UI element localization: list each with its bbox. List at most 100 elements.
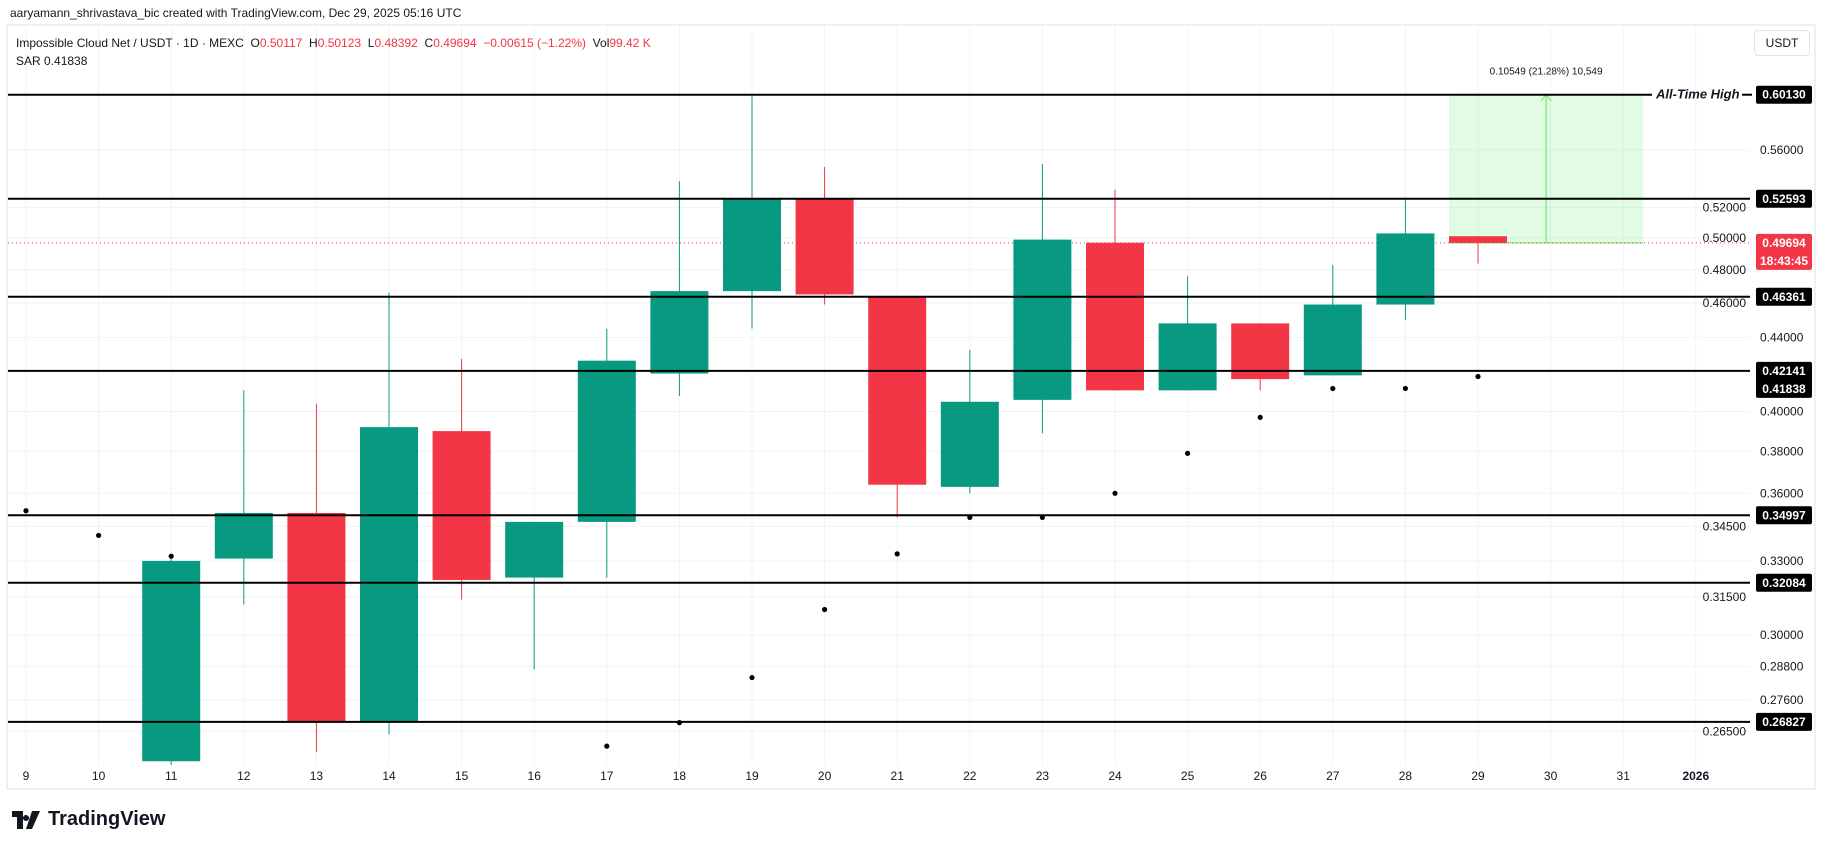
candle-body: [1086, 242, 1144, 391]
open-value: 0.50117: [259, 36, 303, 50]
x-tick-label: 30: [1544, 769, 1558, 783]
level-price-tag: 0.60130: [1762, 88, 1806, 102]
level-price-tag: 0.34997: [1762, 508, 1806, 522]
y-tick-label: 0.33000: [1760, 554, 1804, 568]
y-tick-label: 0.36000: [1760, 486, 1804, 500]
low-value: 0.48392: [374, 36, 418, 50]
candle-body: [650, 291, 709, 374]
candle-body: [1013, 239, 1072, 400]
sar-dot: [96, 532, 102, 539]
low-label: L: [367, 36, 375, 50]
level-price-tag-bg: [1756, 573, 1812, 592]
sar-dot: [1402, 385, 1408, 392]
close-label: C: [424, 36, 434, 50]
candle-body: [287, 512, 346, 723]
level-price-tag-bg: [1756, 712, 1812, 731]
y-tick-label: 0.30000: [1760, 628, 1804, 642]
candle-body: [1303, 304, 1362, 376]
level-price-tag: 0.52593: [1762, 192, 1806, 206]
x-tick-label: 2026: [1682, 769, 1709, 783]
tradingview-logo-icon: [12, 810, 40, 829]
open-label: O: [250, 36, 260, 50]
candle-body: [360, 427, 418, 723]
last-price-tag: 0.49694: [1762, 236, 1806, 250]
x-tick-label: 19: [745, 769, 759, 783]
level-price-tag: 0.26827: [1762, 715, 1806, 729]
x-tick-label: 9: [23, 769, 30, 783]
level-price-tag: 0.42141: [1762, 364, 1806, 378]
sar-dot: [1112, 490, 1118, 496]
x-tick-label: 31: [1617, 769, 1631, 783]
y-tick-label: 0.56000: [1760, 143, 1804, 157]
high-value: 0.50123: [317, 36, 362, 50]
y-tick-label: 0.44000: [1760, 330, 1804, 344]
attribution: aaryamann_shrivastava_bic created with T…: [10, 6, 462, 20]
level-price-tag-bg: [1756, 506, 1812, 525]
y-tick-label: 0.34500: [1703, 519, 1747, 533]
sar-dot: [822, 606, 828, 613]
y-tick-label: 0.26500: [1703, 724, 1747, 738]
y-tick-label: 0.46000: [1703, 296, 1747, 310]
brand-name: TradingView: [48, 808, 166, 830]
y-tick-label: 0.38000: [1760, 444, 1804, 458]
symbol-name[interactable]: Impossible Cloud Net / USDT · 1D · MEXC: [16, 36, 244, 50]
y-tick-label: 0.52000: [1703, 201, 1747, 215]
y-tick-label: 0.27600: [1760, 693, 1804, 707]
sar-dot: [894, 551, 900, 557]
x-tick-label: 16: [528, 769, 542, 783]
x-tick-label: 28: [1399, 769, 1413, 783]
x-tick-label: 13: [310, 769, 324, 783]
volume-value: 99.42 K: [609, 36, 651, 50]
plot-area: [8, 93, 1750, 765]
chart-frame: [6, 24, 1816, 790]
candle-body: [1449, 236, 1507, 243]
candle-body: [1158, 323, 1217, 391]
x-tick-label: 12: [237, 769, 251, 783]
candle-body: [1376, 233, 1435, 305]
candle-body: [142, 560, 201, 762]
candle-body: [505, 521, 564, 578]
candle-body: [432, 431, 491, 580]
x-tick-label: 29: [1471, 769, 1485, 783]
sar-dot: [23, 508, 29, 514]
sar-dot: [749, 674, 755, 681]
level-price-tag: 0.41838: [1762, 382, 1806, 396]
level-price-tag-bg: [1756, 189, 1812, 208]
sar-dot: [168, 553, 174, 559]
x-tick-label: 10: [92, 769, 106, 783]
sar-dot: [1257, 414, 1263, 420]
candle-body: [577, 360, 636, 522]
y-tick-label: 0.31500: [1703, 590, 1747, 604]
level-price-tag-bg: [1756, 287, 1812, 306]
level-price-tag-bg: [1756, 361, 1812, 398]
candle-body: [868, 296, 927, 485]
x-tick-label: 15: [455, 769, 469, 783]
x-tick-label: 26: [1254, 769, 1268, 783]
candle-body: [723, 198, 781, 292]
candle-body: [940, 401, 999, 487]
x-tick-label: 11: [165, 769, 178, 783]
measure-label: 0.10549 (21.28%) 10,549: [1490, 67, 1603, 78]
sar-legend[interactable]: SAR 0.41838: [16, 54, 88, 68]
x-tick-label: 18: [673, 769, 687, 783]
candle-body: [214, 512, 273, 559]
level-price-tag: 0.32084: [1762, 576, 1806, 590]
high-label: H: [309, 36, 318, 50]
close-value: 0.49694: [433, 36, 477, 50]
x-tick-label: 20: [818, 769, 832, 783]
currency-button[interactable]: USDT: [1754, 30, 1810, 56]
sar-dot: [1185, 450, 1191, 456]
level-price-tag-bg: [1756, 85, 1812, 104]
volume-label: Vol: [592, 36, 610, 50]
x-tick-label: 23: [1036, 769, 1050, 783]
tradingview-logo[interactable]: TradingView: [12, 808, 165, 831]
x-tick-label: 24: [1108, 769, 1122, 783]
legend: Impossible Cloud Net / USDT · 1D · MEXC …: [16, 34, 651, 70]
candle-body: [1231, 323, 1290, 380]
sar-dot: [1475, 373, 1481, 380]
x-tick-label: 21: [891, 769, 905, 783]
y-tick-label: 0.28800: [1760, 660, 1804, 674]
candle-body: [795, 198, 854, 295]
